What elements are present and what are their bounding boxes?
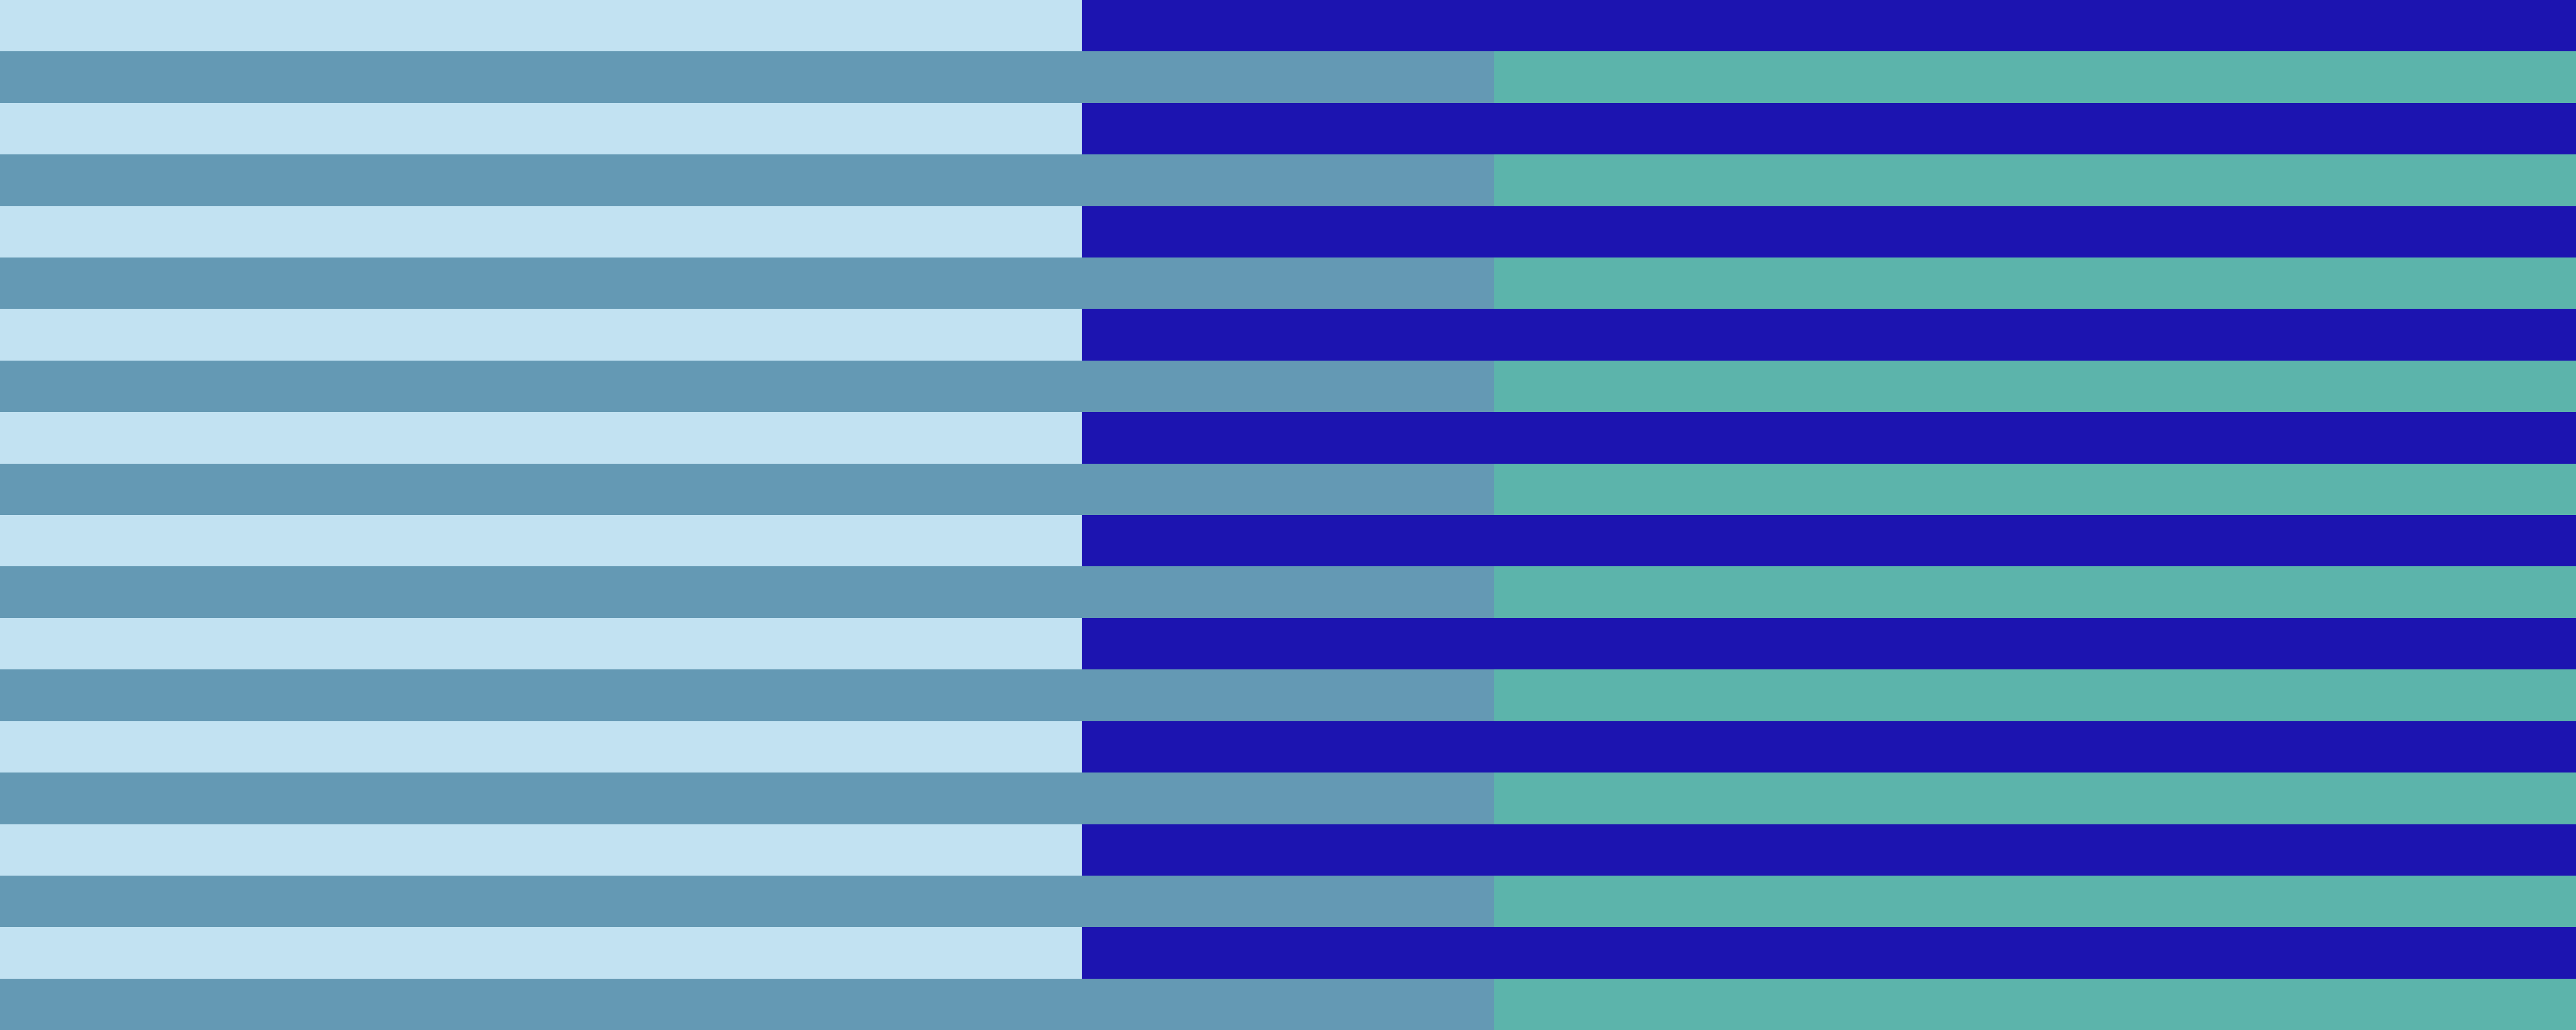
bar-row: [0, 51, 2576, 103]
bar-segment: [0, 927, 1082, 979]
bar-segment: [1082, 206, 2576, 258]
bar-segment: [0, 824, 1082, 876]
bar-row: [0, 875, 2576, 927]
bar-segment: [0, 0, 1082, 52]
bar-segment: [0, 978, 1494, 1030]
bar-segment: [1082, 618, 2576, 670]
bar-segment: [1082, 824, 2576, 876]
bar-row: [0, 103, 2576, 155]
bar-segment: [1494, 154, 2576, 206]
bar-row: [0, 721, 2576, 773]
bar-segment: [1082, 721, 2576, 773]
bar-segment: [0, 154, 1494, 206]
bar-segment: [1494, 669, 2576, 721]
bar-segment: [0, 463, 1494, 516]
bar-segment: [1082, 103, 2576, 155]
bar-row: [0, 0, 2576, 52]
bar-segment: [0, 618, 1082, 670]
bar-row: [0, 978, 2576, 1030]
bar-segment: [0, 515, 1082, 567]
bar-segment: [0, 360, 1494, 412]
bar-segment: [1082, 309, 2576, 361]
bar-segment: [1082, 0, 2576, 52]
bar-segment: [1494, 51, 2576, 103]
bar-row: [0, 206, 2576, 258]
bar-segment: [1494, 978, 2576, 1030]
bar-segment: [0, 206, 1082, 258]
bar-row: [0, 618, 2576, 670]
bar-row: [0, 566, 2576, 618]
bar-row: [0, 772, 2576, 824]
bar-segment: [0, 412, 1082, 464]
bar-segment: [1494, 360, 2576, 412]
bar-segment: [1082, 927, 2576, 979]
bar-row: [0, 154, 2576, 206]
bar-segment: [0, 103, 1082, 155]
bar-segment: [0, 875, 1494, 927]
bar-segment: [1082, 515, 2576, 567]
bar-segment: [1494, 258, 2576, 309]
bar-segment: [0, 566, 1494, 618]
bar-segment: [0, 309, 1082, 361]
bar-segment: [0, 51, 1494, 103]
bar-segment: [0, 258, 1494, 309]
bar-row: [0, 258, 2576, 309]
bar-segment: [0, 721, 1082, 773]
bar-row: [0, 309, 2576, 361]
bar-row: [0, 463, 2576, 516]
bar-segment: [0, 669, 1494, 721]
bar-row: [0, 360, 2576, 412]
bar-row: [0, 824, 2576, 876]
bar-row: [0, 927, 2576, 979]
bar-segment: [0, 772, 1494, 824]
bar-segment: [1494, 463, 2576, 516]
bar-row: [0, 669, 2576, 721]
bar-row: [0, 412, 2576, 464]
bar-segment: [1494, 772, 2576, 824]
bar-segment: [1082, 412, 2576, 464]
bar-row: [0, 515, 2576, 567]
bar-segment: [1494, 566, 2576, 618]
bar-segment: [1494, 875, 2576, 927]
